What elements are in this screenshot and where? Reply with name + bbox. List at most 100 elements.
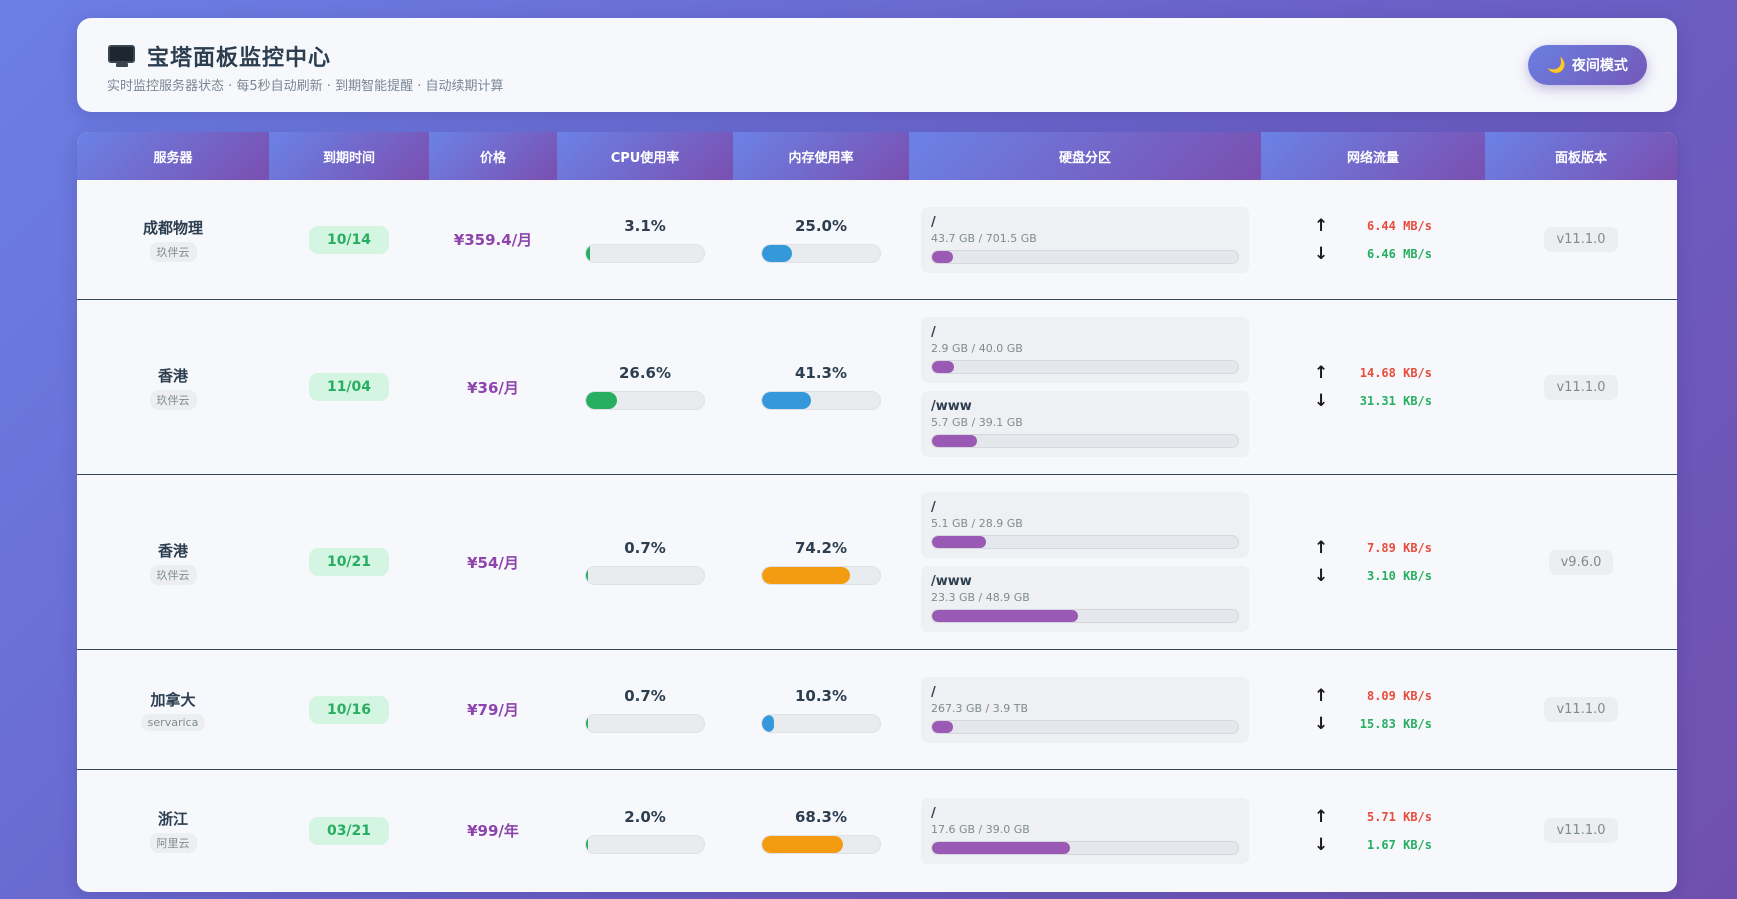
download-speed: 3.10 KB/s <box>1366 569 1432 583</box>
server-name: 香港 <box>157 366 188 385</box>
download-speed: 6.46 MB/s <box>1366 246 1432 261</box>
memory-bar <box>761 834 881 854</box>
download-line: ↓ 31.31 KB/s <box>1314 391 1432 411</box>
disk-mount: / <box>931 805 936 821</box>
disk-bar-fill <box>932 361 955 373</box>
disk-mount: /www <box>931 574 972 589</box>
version-badge: v11.1.0 <box>1544 697 1618 722</box>
cpu-bar-fill <box>586 392 618 409</box>
network-cell: ↑ 8.09 KB/s ↓ 15.83 KB/s <box>1261 650 1485 769</box>
download-line: ↓ 15.83 KB/s <box>1314 714 1432 734</box>
cpu-bar <box>585 834 705 854</box>
price-cell: ¥79/月 <box>429 650 557 769</box>
disk-cell: / 2.9 GB / 40.0 GB/www 5.7 GB / 39.1 GB <box>909 300 1261 474</box>
memory-cell: 74.2% <box>733 475 909 649</box>
download-speed: 31.31 KB/s <box>1359 394 1432 408</box>
memory-cell: 41.3% <box>733 300 909 474</box>
disk-partition: /267.3 GB / 3.9 TB <box>921 676 1249 743</box>
disk-bar <box>931 249 1239 264</box>
upload-line: ↑ 6.44 MB/s <box>1314 216 1432 236</box>
version-cell: v11.1.0 <box>1485 650 1677 769</box>
disk-mount: / <box>931 500 936 515</box>
cpu-cell: 0.7% <box>557 475 733 649</box>
memory-bar <box>761 243 881 263</box>
cpu-bar-fill <box>586 567 589 584</box>
upload-line: ↑ 5.71 KB/s <box>1314 807 1432 827</box>
upload-speed: 5.71 KB/s <box>1366 809 1432 824</box>
expiry-badge: 10/14 <box>309 225 389 254</box>
column-header-network: 网络流量 <box>1261 132 1485 180</box>
disk-size: 267.3 GB / 3.9 TB <box>931 701 1029 715</box>
provider-tag: servarica <box>140 713 206 731</box>
version-badge: v11.1.0 <box>1544 818 1618 843</box>
disk-bar <box>931 535 1239 549</box>
disk-partition: /17.6 GB / 39.0 GB <box>921 797 1249 864</box>
upload-speed: 14.68 KB/s <box>1359 366 1432 380</box>
server-table: 服务器 到期时间 价格 CPU使用率 内存使用率 硬盘分区 网络流量 面板版本 … <box>77 132 1677 892</box>
page-title: 宝塔面板监控中心 <box>147 46 332 71</box>
download-line: ↓ 3.10 KB/s <box>1314 566 1432 586</box>
column-header-cpu: CPU使用率 <box>557 132 733 180</box>
memory-bar <box>761 713 881 733</box>
table-row: 成都物理 玖伴云 10/14 ¥359.4/月 3.1% 25.0% /43.7 GB / … <box>77 180 1677 300</box>
table-body: 成都物理 玖伴云 10/14 ¥359.4/月 3.1% 25.0%/43.7 GB / … <box>77 180 1677 891</box>
night-mode-label: 夜间模式 <box>1571 58 1628 74</box>
version-badge: v11.1.0 <box>1544 227 1618 252</box>
upload-speed: 7.89 KB/s <box>1366 541 1432 555</box>
memory-value: 10.3% <box>794 686 848 705</box>
arrow-up-icon: ↑ <box>1314 215 1329 236</box>
server-cell: 香港 玖伴云 <box>77 475 269 649</box>
table-row: 浙江 阿里云 03/21 ¥99/年 2.0% 68.3% /17.6 GB / 39.0 … <box>77 770 1677 891</box>
disk-size: 23.3 GB / 48.9 GB <box>931 591 1030 604</box>
disk-bar-fill <box>932 841 1070 854</box>
expiry-badge: 11/04 <box>309 373 389 401</box>
title-row: 宝塔面板监控中心 <box>107 40 331 72</box>
disk-size: 17.6 GB / 39.0 GB <box>931 822 1030 836</box>
disk-bar-fill <box>932 536 986 548</box>
memory-cell: 68.3% <box>733 770 909 891</box>
disk-size: 2.9 GB / 40.0 GB <box>931 342 1023 355</box>
expiry-cell: 11/04 <box>269 300 429 474</box>
column-header-price: 价格 <box>429 132 557 180</box>
expiry-badge: 10/21 <box>309 548 389 576</box>
expiry-badge: 03/21 <box>309 816 389 845</box>
memory-bar-fill <box>762 835 843 853</box>
disk-bar-fill <box>932 610 1078 622</box>
network-cell: ↑ 7.89 KB/s ↓ 3.10 KB/s <box>1261 475 1485 649</box>
memory-bar-fill <box>762 244 792 262</box>
price-value: ¥79/月 <box>467 701 519 719</box>
arrow-down-icon: ↓ <box>1314 391 1329 411</box>
memory-bar-fill <box>762 567 850 584</box>
memory-value: 25.0% <box>794 216 848 235</box>
disk-bar <box>931 719 1239 734</box>
disk-mount: / <box>931 325 936 340</box>
network-cell: ↑ 6.44 MB/s ↓ 6.46 MB/s <box>1261 180 1485 299</box>
disk-bar <box>931 840 1239 855</box>
disk-bar <box>931 360 1239 374</box>
arrow-down-icon: ↓ <box>1314 713 1329 734</box>
download-line: ↓ 6.46 MB/s <box>1314 244 1432 264</box>
download-speed: 15.83 KB/s <box>1359 716 1432 731</box>
version-cell: v11.1.0 <box>1485 770 1677 891</box>
disk-bar-fill <box>932 435 977 447</box>
column-header-version: 面板版本 <box>1485 132 1677 180</box>
cpu-bar <box>585 713 705 733</box>
expiry-cell: 10/16 <box>269 650 429 769</box>
column-header-memory: 内存使用率 <box>733 132 909 180</box>
upload-speed: 6.44 MB/s <box>1366 218 1432 233</box>
price-cell: ¥359.4/月 <box>429 180 557 299</box>
price-value: ¥99/年 <box>467 822 519 840</box>
disk-bar-fill <box>932 720 954 733</box>
arrow-up-icon: ↑ <box>1314 806 1329 827</box>
server-name: 香港 <box>157 541 188 560</box>
disk-mount: /www <box>931 399 972 414</box>
night-mode-button[interactable]: 🌙 夜间模式 <box>1528 45 1647 85</box>
arrow-down-icon: ↓ <box>1314 243 1329 264</box>
cpu-cell: 0.7% <box>557 650 733 769</box>
version-badge: v9.6.0 <box>1548 549 1614 575</box>
upload-line: ↑ 7.89 KB/s <box>1314 538 1432 558</box>
price-cell: ¥36/月 <box>429 300 557 474</box>
version-badge: v11.1.0 <box>1544 374 1618 400</box>
disk-partition: / 5.1 GB / 28.9 GB <box>921 492 1249 558</box>
table-row: 加拿大 servarica 10/16 ¥79/月 0.7% 10.3% /267.3 GB… <box>77 650 1677 770</box>
